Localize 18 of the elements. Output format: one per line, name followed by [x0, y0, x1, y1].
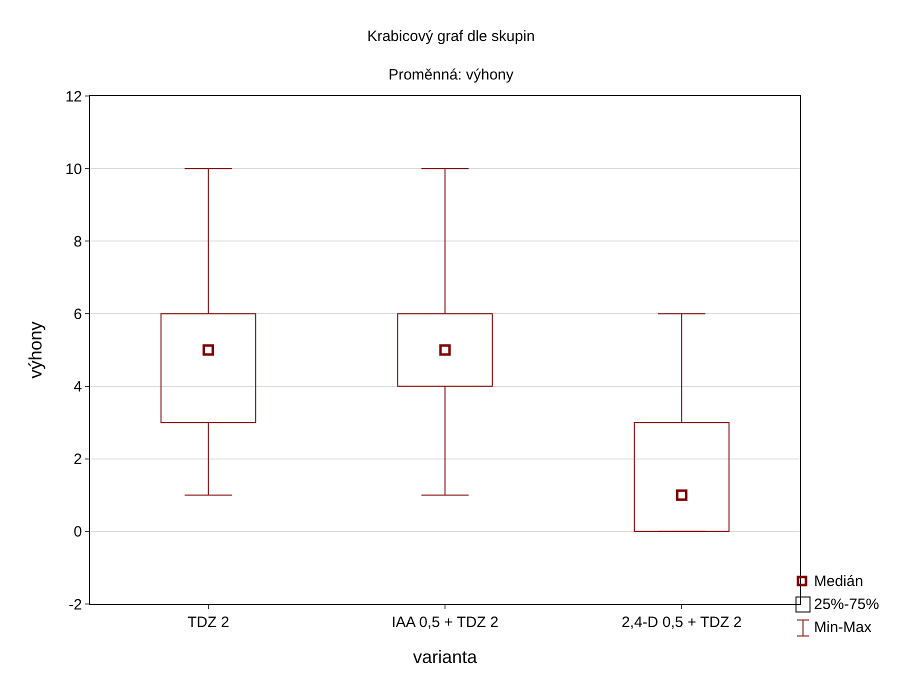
- y-tick-label: 0: [74, 524, 82, 541]
- x-tick-label: 2,4-D 0,5 + TDZ 2: [622, 614, 742, 631]
- y-tick-label: 10: [65, 160, 82, 178]
- y-axis-title: výhony: [26, 321, 46, 379]
- y-tick-label: 6: [74, 306, 82, 323]
- text: Min-Max: [814, 619, 872, 636]
- x-axis-title: varianta: [412, 647, 478, 668]
- y-tick-label: 12: [65, 88, 82, 106]
- y-tick-label: 2: [74, 451, 82, 468]
- y-tick-label: 4: [74, 378, 82, 396]
- text: 25%-75%: [814, 596, 880, 613]
- chart-subtitle: Proměnná: výhony: [388, 66, 514, 84]
- y-tick-label: -2: [68, 596, 82, 614]
- y-tick-label: 8: [74, 233, 82, 250]
- x-tick-label: IAA 0,5 + TDZ 2: [392, 614, 498, 631]
- x-tick-label: TDZ 2: [187, 614, 230, 631]
- chart-title: Krabicový graf dle skupin: [367, 28, 535, 46]
- text: Medián: [814, 573, 864, 590]
